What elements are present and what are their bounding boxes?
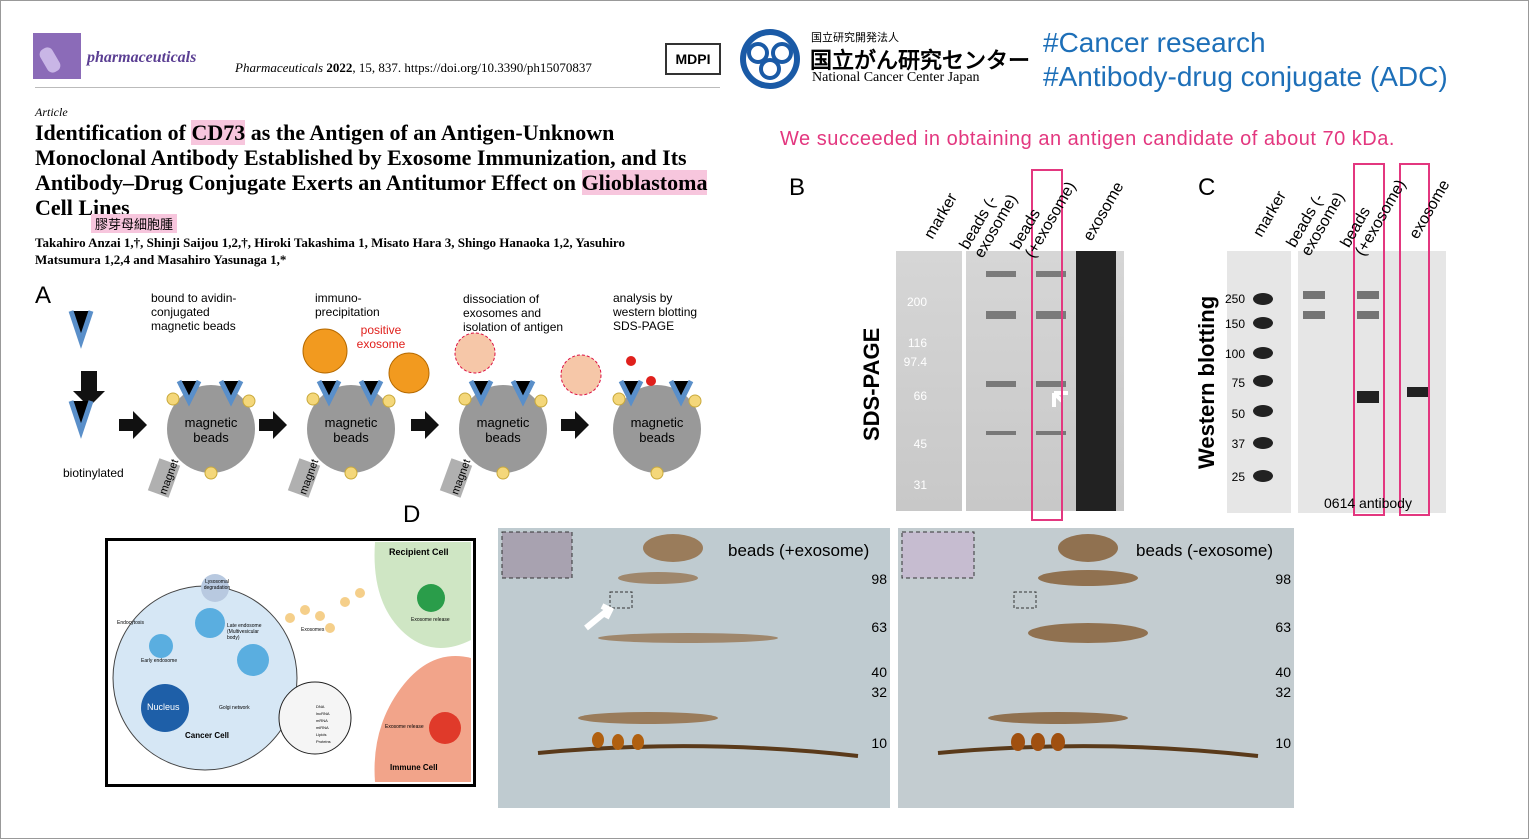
diagram-label: Recipient Cell bbox=[389, 547, 449, 557]
gel-title: beads (-exosome) bbox=[1136, 541, 1274, 560]
marker-label: 45 bbox=[913, 437, 927, 451]
highlight-box bbox=[1031, 169, 1063, 521]
citation-year: 2022 bbox=[326, 60, 353, 75]
panel-a-diagram bbox=[68, 310, 702, 498]
diagram-label: Endocytosis bbox=[117, 620, 144, 626]
highlight-box bbox=[1353, 163, 1385, 516]
marker-label: 98 bbox=[1275, 571, 1291, 587]
cargo: mRNA bbox=[316, 718, 328, 723]
panel-label: B bbox=[789, 174, 806, 201]
highlight-box bbox=[1399, 163, 1430, 516]
diagram-label: Nucleus bbox=[147, 702, 180, 712]
message: We succeeded in obtaining an antigen can… bbox=[780, 128, 1395, 150]
marker-label: 40 bbox=[1275, 664, 1291, 680]
marker-label: 31 bbox=[913, 478, 927, 492]
journal-icon bbox=[33, 33, 81, 79]
gel-title: beads (+exosome) bbox=[728, 541, 870, 560]
axis-label: SDS-PAGE bbox=[859, 327, 884, 441]
org-name-en: National Cancer Center Japan bbox=[812, 70, 980, 85]
diagram-label: Immune Cell bbox=[390, 763, 438, 772]
biotinylated-label: biotinylated bbox=[63, 466, 124, 480]
marker-label: 40 bbox=[871, 664, 887, 680]
marker-label: 10 bbox=[871, 735, 887, 751]
marker-label: 150 bbox=[1224, 317, 1245, 331]
ncc-logo bbox=[740, 29, 800, 89]
article-title: Identification of CD73 as the Antigen of… bbox=[35, 120, 725, 220]
marker-label: 250 bbox=[1224, 292, 1245, 306]
cargo: lncRNA bbox=[316, 711, 330, 716]
article-kind: Article bbox=[35, 105, 68, 119]
marker-label: 10 bbox=[1275, 735, 1291, 751]
diagram-label: Lysosomal degradation bbox=[203, 579, 231, 591]
cargo-list: DNA lncRNA mRNA miRNA Lipids Proteins bbox=[316, 703, 336, 745]
cargo: DNA bbox=[316, 704, 325, 709]
marker-label: 66 bbox=[913, 389, 927, 403]
hashtag: #Antibody-drug conjugate (ADC) bbox=[1043, 61, 1448, 92]
marker-label: 200 bbox=[906, 295, 927, 309]
marker-label: 116 bbox=[907, 336, 927, 350]
title-part: Identification of bbox=[35, 120, 192, 145]
blot-bands bbox=[1253, 291, 1429, 482]
marker-label: 63 bbox=[1275, 619, 1291, 635]
title-highlight: CD73 bbox=[191, 120, 246, 145]
marker-label: 97.4 bbox=[903, 355, 927, 369]
citation-rest: , 15, 837. https://doi.org/10.3390/ph150… bbox=[352, 60, 592, 75]
cargo: miRNA bbox=[316, 725, 329, 730]
gel-lane bbox=[896, 251, 962, 511]
beads-label: magnetic beads bbox=[630, 415, 684, 445]
org-type: 国立研究開発法人 bbox=[811, 32, 899, 44]
title-part: as the Antigen of an Antigen-Unknown Mon… bbox=[35, 120, 687, 195]
journal: pharmaceuticals bbox=[87, 49, 197, 66]
diagram-label: Exosome release bbox=[385, 724, 424, 730]
gel-bands bbox=[986, 251, 1116, 511]
marker-label: 37 bbox=[1231, 437, 1245, 451]
cargo: Proteins bbox=[316, 739, 331, 744]
marker-label: 50 bbox=[1231, 407, 1245, 421]
antibody-label: 0614 antibody bbox=[1324, 495, 1412, 511]
marker-label: 32 bbox=[1275, 684, 1291, 700]
marker-label: 98 bbox=[871, 571, 887, 587]
marker-label: 100 bbox=[1224, 347, 1245, 361]
marker-label: 75 bbox=[1231, 376, 1245, 390]
2d-gel bbox=[498, 528, 890, 808]
beads-label: magnetic beads bbox=[476, 415, 530, 445]
panel-label: A bbox=[35, 282, 52, 309]
marker-label: 63 bbox=[871, 619, 887, 635]
step-label: dissociation of exosomes and isolation o… bbox=[463, 292, 564, 334]
marker-label: 25 bbox=[1231, 470, 1245, 484]
title-highlight: Glioblastoma bbox=[581, 170, 708, 195]
annotation: 膠芽母細胞腫 bbox=[91, 214, 178, 233]
beads-label: magnetic beads bbox=[324, 415, 378, 445]
diagram-label: Golgi network bbox=[219, 705, 250, 711]
panel-label: D bbox=[403, 501, 421, 528]
authors: Takahiro Anzai 1,†, Shinji Saijou 1,2,†,… bbox=[35, 235, 625, 267]
marker-label: 32 bbox=[871, 684, 887, 700]
hashtag: #Cancer research bbox=[1043, 27, 1266, 58]
diagram-label: Exosome release bbox=[411, 617, 450, 623]
diagram-label: Early endosome bbox=[141, 658, 178, 664]
panel-label: C bbox=[1198, 174, 1216, 201]
citation: Pharmaceuticals 2022, 15, 837. https://d… bbox=[235, 60, 592, 76]
step-label: immuno-precipitation bbox=[315, 291, 380, 319]
lane-label: exosome bbox=[1080, 179, 1128, 244]
org-name-ja: 国立がん研究センター bbox=[810, 48, 1031, 73]
diagram-label: Exosomes bbox=[301, 627, 325, 633]
step-label: analysis by western blotting SDS-PAGE bbox=[613, 291, 698, 333]
2d-gel bbox=[898, 528, 1294, 808]
beads-label: magnetic beads bbox=[184, 415, 238, 445]
rule bbox=[35, 87, 720, 88]
exosome-diagram bbox=[105, 538, 476, 787]
diagram-label: Cancer Cell bbox=[185, 731, 230, 740]
publisher: MDPI bbox=[665, 43, 721, 75]
citation-journal: Pharmaceuticals bbox=[235, 60, 324, 75]
positive-label: positive exosome bbox=[356, 323, 406, 351]
step-label: bound to avidin-conjugated magnetic bead… bbox=[151, 291, 237, 333]
diagram-label: Late endosome (Multivesicular body) bbox=[227, 623, 262, 641]
cargo: Lipids bbox=[316, 732, 327, 737]
